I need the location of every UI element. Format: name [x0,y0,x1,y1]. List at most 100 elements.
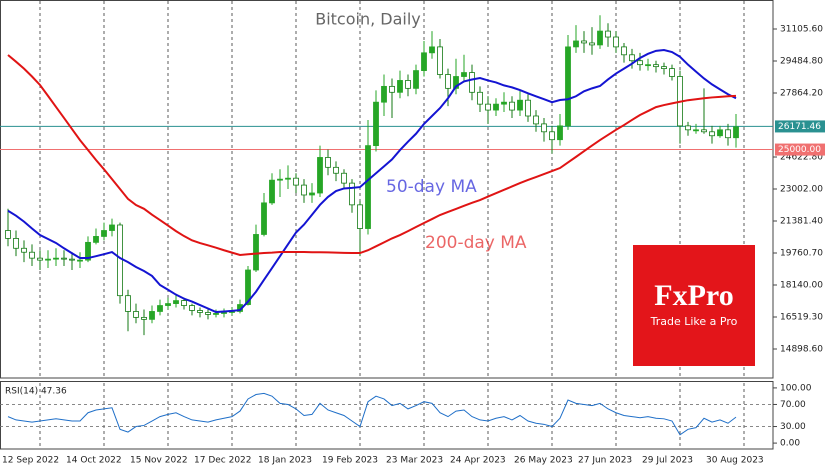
candle-body [605,30,611,38]
candle-body [261,202,267,235]
rsi-title: RSI(14) 47.36 [5,387,67,397]
candle-body [109,224,115,231]
candle-body [685,125,691,131]
candle-body [165,303,171,306]
logo-tagline: Trade Like a Pro [650,315,738,328]
candle-body [85,241,91,261]
candle-body [469,72,475,93]
candle-body [101,230,107,237]
candle-body [301,184,307,196]
candle-body [221,312,227,314]
y-tick-label: 70.00 [780,400,806,410]
y-tick-label: 23002.00 [780,185,823,195]
series-label: 50-day MA [386,177,477,197]
x-tick-label: 30 Aug 2023 [706,456,764,466]
y-tick-label: 0.00 [780,439,800,449]
candle-body [373,101,379,147]
logo-box [633,245,755,366]
candle-body [141,316,147,320]
candle-body [437,46,443,75]
y-tick-label: 16519.30 [780,313,823,323]
candle-body [21,247,27,253]
candle-body [269,179,275,204]
candle-body [581,40,587,44]
x-tick-label: 24 Apr 2023 [450,456,506,466]
x-tick-label: 23 Mar 2023 [386,456,443,466]
candle-body [357,204,363,229]
candle-body [149,311,155,320]
price-level-label: 26171.46 [778,122,821,132]
y-tick-label: 19760.70 [780,249,823,259]
candle-body [181,300,187,306]
moving-average-line [7,54,737,257]
x-tick-label: 27 Jun 2023 [578,456,632,466]
candle-body [5,230,11,239]
candle-body [445,74,451,89]
logo: FxPro Trade Like a Pro [633,245,755,366]
candle-body [733,126,739,139]
y-tick-label: 18140.00 [780,281,823,291]
logo-brand: FxPro [654,279,733,312]
candle-body [477,91,483,105]
y-tick-label: 100.00 [780,383,812,393]
candle-body [717,129,723,137]
series-label: 200-day MA [425,233,527,253]
candle-body [69,258,75,261]
x-tick-label: 15 Nov 2022 [130,456,188,466]
candle-body [213,313,219,315]
candle-body [45,258,51,261]
candle-body [77,259,83,262]
candle-body [37,257,43,261]
candle-body [557,125,563,141]
x-tick-label: 12 Sep 2022 [2,456,59,466]
y-tick-label: 27864.20 [780,89,823,99]
candle-body [621,46,627,56]
candle-body [485,103,491,111]
candle-body [653,64,659,68]
candle-body [389,85,395,93]
moving-average-line [7,49,737,314]
candle-body [541,123,547,133]
candle-body [661,66,667,70]
candle-body [317,157,323,194]
candle-body [701,129,707,133]
candle-body [29,251,35,259]
candle-body [461,72,467,77]
candle-body [501,101,507,105]
candle-body [61,257,67,260]
candle-body [117,224,123,297]
candle-body [13,238,19,249]
candle-body [725,129,731,139]
y-tick-label: 24622.80 [780,153,823,163]
candle-body [309,192,315,196]
candle-body [285,177,291,180]
candle-body [613,36,619,48]
candle-body [597,30,603,46]
rsi-panel-frame [0,381,774,450]
candle-body [493,103,499,111]
price-level-tag [775,143,825,156]
candle-body [549,131,555,141]
y-tick-label: 21381.40 [780,217,823,227]
candle-body [173,300,179,304]
y-tick-label: 29484.80 [780,57,823,67]
candle-body [709,131,715,137]
candle-body [381,85,387,103]
candle-body [333,166,339,174]
y-tick-label: 14898.60 [780,345,823,355]
rsi-line [7,392,737,436]
candle-body [93,236,99,243]
candle-body [669,68,675,77]
x-tick-label: 29 Jul 2023 [642,456,693,466]
candle-body [365,145,371,229]
candle-body [253,234,259,271]
candle-body [53,257,59,260]
x-tick-label: 18 Jan 2023 [258,456,312,466]
candle-body [245,269,251,305]
candle-body [637,60,643,66]
candle-body [413,70,419,89]
candle-body [197,310,203,313]
candle-body [693,129,699,132]
candle-body [341,172,347,184]
